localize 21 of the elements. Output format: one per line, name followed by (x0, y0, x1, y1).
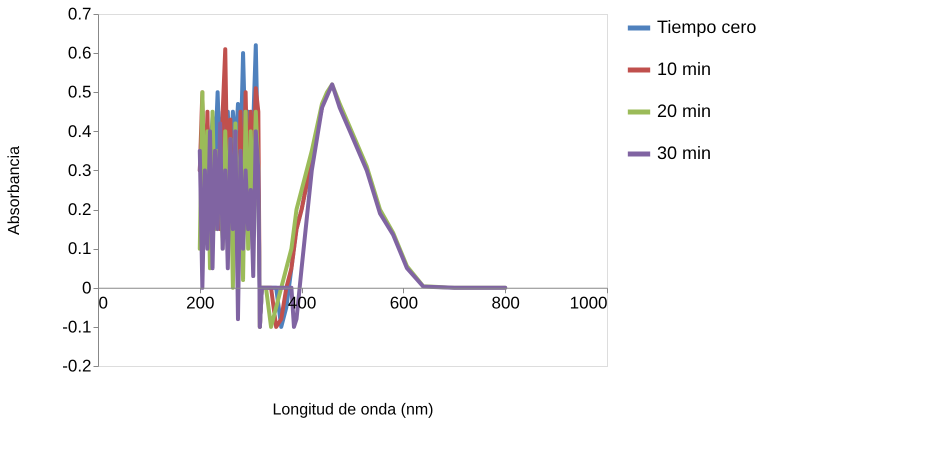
x-tick-label: 1000 (570, 293, 608, 312)
y-tick-label: 0.3 (68, 160, 92, 180)
x-tick-label: 800 (492, 293, 520, 312)
y-tick-label: 0.4 (68, 122, 92, 141)
legend-label: Tiempo cero (657, 17, 756, 37)
legend-label: 10 min (657, 59, 712, 79)
x-tick-label: 200 (186, 293, 214, 312)
x-tick-label: 600 (390, 293, 418, 312)
legend-label: 30 min (657, 143, 712, 163)
y-tick-label: -0.2 (62, 356, 92, 376)
x-tick-label: 0 (98, 293, 108, 312)
y-tick-label: -0.1 (62, 317, 92, 336)
x-axis-title: Longitud de onda (nm) (272, 402, 434, 418)
y-tick-label: 0 (82, 278, 92, 298)
y-tick-label: 0.5 (68, 82, 92, 102)
y-tick-label: 0.7 (68, 4, 92, 24)
y-axis-title: Absorbancia (6, 146, 24, 235)
legend-label: 20 min (657, 101, 712, 121)
y-tick-label: 0.6 (68, 44, 92, 63)
y-tick-label: 0.2 (68, 200, 92, 220)
y-tick-label: 0.1 (68, 239, 92, 258)
